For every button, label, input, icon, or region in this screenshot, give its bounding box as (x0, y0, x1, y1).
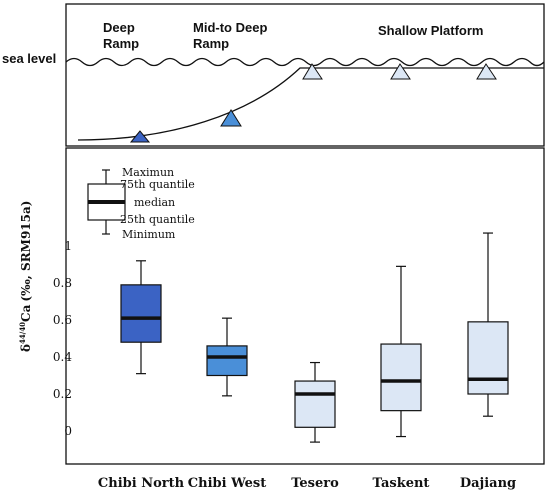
legend-min-label: Minimum (122, 228, 176, 241)
y-tick-label: 0.6 (53, 313, 72, 327)
y-axis-title-superscript: 44/40 (18, 322, 27, 344)
legend-median-label: median (134, 196, 175, 209)
mid-ramp-site-marker (220, 109, 242, 127)
boxes (120, 232, 509, 443)
shallow-site-marker-1 (302, 63, 323, 80)
mid-deep-ramp-label-2: Ramp (193, 36, 229, 51)
y-axis-title-delta: δ (19, 344, 33, 352)
y-axis-title: δ44/40Ca (‰, SRM915a) (18, 201, 33, 352)
iqr-box (206, 345, 248, 377)
legend-q25-label: 25th quantile (120, 213, 195, 226)
deep-ramp-label-2: Ramp (103, 36, 139, 51)
y-axis-ticks: 1 0.8 0.6 0.4 0.2 0 (53, 239, 72, 438)
y-tick-label: 0 (64, 424, 72, 438)
y-axis-title-unit: (‰, SRM915a) (19, 201, 33, 302)
iqr-box (294, 380, 336, 428)
x-tick-label: Chibi West (188, 476, 266, 491)
box-taskent (380, 265, 422, 438)
shallow-site-marker-3 (476, 63, 497, 80)
box-chibi-north (120, 260, 162, 375)
y-axis-title-ca: Ca (19, 304, 33, 322)
sea-surface-wave (65, 57, 545, 67)
x-tick-label: Taskent (373, 476, 430, 491)
y-tick-label: 0.8 (53, 276, 72, 290)
plot-frame (65, 147, 545, 465)
shallow-site-marker-2 (390, 63, 411, 80)
ramp-profile (77, 67, 544, 141)
diagram-frame (65, 3, 545, 147)
box-dajiang (467, 232, 509, 417)
legend-max-label: Maximun (122, 166, 174, 179)
iqr-box (380, 343, 422, 412)
x-tick-label: Chibi North (98, 476, 185, 491)
x-tick-label: Tesero (291, 476, 339, 491)
y-tick-label: 0.2 (53, 387, 72, 401)
deep-ramp-site-marker (129, 130, 151, 143)
deep-ramp-label-1: Deep (103, 20, 135, 35)
box-chibi-west (206, 317, 248, 397)
sea-level-label: sea level (2, 51, 56, 66)
mid-deep-ramp-label-1: Mid-to Deep (193, 20, 267, 35)
legend: Maximun 75th quantile median 25th quanti… (87, 166, 195, 241)
x-axis-labels: Chibi North Chibi West Tesero Taskent Dajian… (98, 476, 516, 491)
box-tesero (294, 361, 336, 443)
x-tick-label: Dajiang (460, 476, 516, 491)
boxplot-panel: Maximun 75th quantile median 25th quanti… (18, 147, 545, 491)
y-tick-label: 0.4 (53, 350, 72, 364)
y-tick-label: 1 (64, 239, 72, 253)
shallow-platform-label: Shallow Platform (378, 23, 483, 38)
iqr-box (467, 321, 509, 395)
legend-q75-label: 75th quantile (120, 178, 195, 191)
iqr-box (120, 284, 162, 343)
environment-diagram: Deep Ramp Mid-to Deep Ramp Shallow Platf… (2, 3, 545, 147)
